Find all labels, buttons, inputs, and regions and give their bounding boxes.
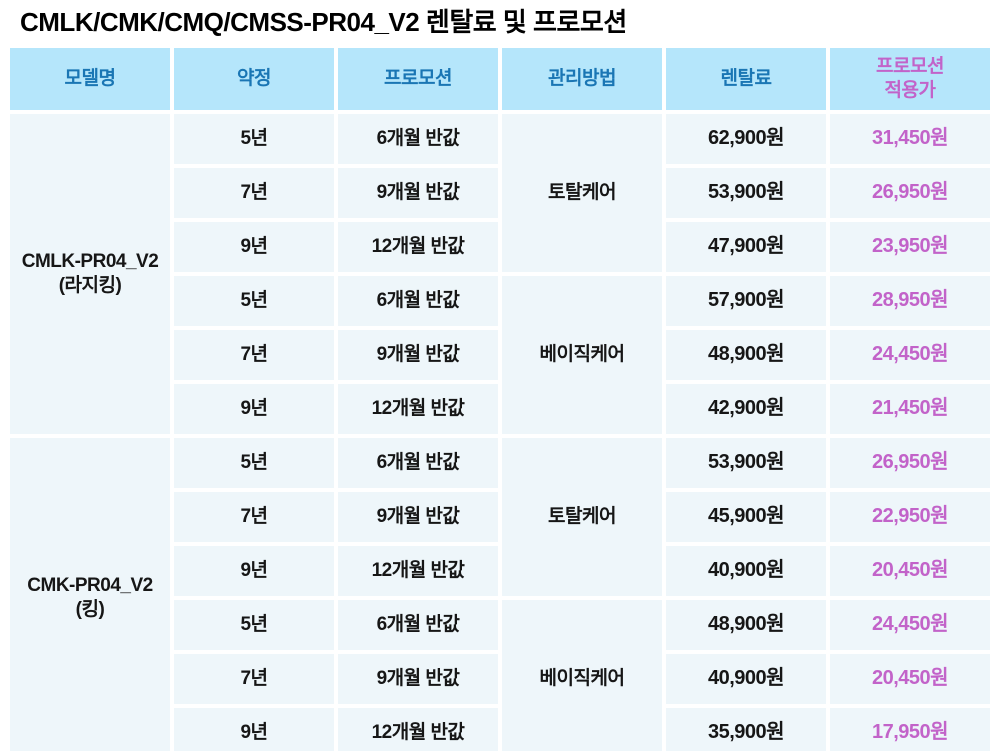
rental-fee-cell: 42,900원 <box>666 383 826 434</box>
column-header-promo-price-line: 프로모션 <box>876 56 944 78</box>
rental-table-header: 모델명 약정 프로모션 관리방법 렌탈료 프로모션 적용가 <box>10 47 990 110</box>
promo-price-cell: 21,450원 <box>830 383 990 434</box>
promo-cell: 6개월 반값 <box>338 437 498 488</box>
term-cell: 9년 <box>174 545 334 596</box>
promo-cell: 9개월 반값 <box>338 653 498 704</box>
promo-cell: 12개월 반값 <box>338 545 498 596</box>
model-name-line: CMLK-PR04_V2 <box>21 251 159 273</box>
column-header-care: 관리방법 <box>502 47 662 110</box>
promo-cell: 12개월 반값 <box>338 221 498 272</box>
care-cell: 토탈케어 <box>502 113 662 272</box>
promo-cell: 6개월 반값 <box>338 113 498 164</box>
promo-cell: 9개월 반값 <box>338 329 498 380</box>
promo-price-cell: 20,450원 <box>830 653 990 704</box>
promo-cell: 9개월 반값 <box>338 491 498 542</box>
care-cell: 토탈케어 <box>502 437 662 596</box>
term-cell: 5년 <box>174 113 334 164</box>
rental-fee-cell: 40,900원 <box>666 653 826 704</box>
promo-price-cell: 22,950원 <box>830 491 990 542</box>
rental-fee-cell: 48,900원 <box>666 329 826 380</box>
rental-fee-cell: 35,900원 <box>666 707 826 751</box>
rental-fee-cell: 53,900원 <box>666 167 826 218</box>
table-row: CMLK-PR04_V2 (라지킹) 5년 6개월 반값 토탈케어 62,900원 31,4… <box>10 113 990 434</box>
rental-fee-cell: 57,900원 <box>666 275 826 326</box>
page-title: CMLK/CMK/CMQ/CMSS-PR04_V2 렌탈료 및 프로모션 <box>20 7 627 37</box>
model-name-line: (라지킹) <box>58 274 122 296</box>
table-row: 7년 9개월 반값 45,900원 22,950원 <box>10 491 990 542</box>
term-cell: 9년 <box>174 707 334 751</box>
term-cell: 7년 <box>174 167 334 218</box>
promo-cell: 6개월 반값 <box>338 599 498 650</box>
promo-price-cell: 28,950원 <box>830 275 990 326</box>
model-name-line: (킹) <box>75 598 105 620</box>
table-row: 7년 9개월 반값 53,900원 26,950원 <box>10 167 990 218</box>
table-row: 9년 12개월 반값 42,900원 21,450원 <box>10 383 990 434</box>
column-header-term: 약정 <box>174 47 334 110</box>
model-cell: CMLK-PR04_V2 (라지킹) <box>10 113 170 434</box>
promo-price-cell: 17,950원 <box>830 707 990 751</box>
table-row: 9년 12개월 반값 40,900원 20,450원 <box>10 545 990 596</box>
promo-cell: 9개월 반값 <box>338 167 498 218</box>
column-header-term-line: 약정 <box>237 67 271 89</box>
rental-fee-cell: 40,900원 <box>666 545 826 596</box>
term-cell: 5년 <box>174 599 334 650</box>
model-name-line: CMK-PR04_V2 <box>27 575 153 597</box>
column-header-care-line: 관리방법 <box>548 67 616 89</box>
promo-price-cell: 20,450원 <box>830 545 990 596</box>
term-cell: 9년 <box>174 221 334 272</box>
rental-fee-cell: 62,900원 <box>666 113 826 164</box>
rental-fee-cell: 53,900원 <box>666 437 826 488</box>
promo-price-cell: 31,450원 <box>830 113 990 164</box>
term-cell: 7년 <box>174 653 334 704</box>
rental-fee-cell: 48,900원 <box>666 599 826 650</box>
column-header-promo-line: 프로모션 <box>384 67 452 89</box>
rental-table-body: CMLK-PR04_V2 (라지킹) 5년 6개월 반값 토탈케어 62,900원 31,4… <box>10 113 990 751</box>
term-cell: 7년 <box>174 329 334 380</box>
promo-price-cell: 26,950원 <box>830 167 990 218</box>
promo-price-cell: 24,450원 <box>830 329 990 380</box>
term-cell: 7년 <box>174 491 334 542</box>
term-cell: 5년 <box>174 275 334 326</box>
column-header-promo: 프로모션 <box>338 47 498 110</box>
table-row: 5년 6개월 반값 베이직케어 48,900원 24,450원 <box>10 599 990 751</box>
rental-fee-cell: 47,900원 <box>666 221 826 272</box>
table-row: 7년 9개월 반값 40,900원 20,450원 <box>10 653 990 704</box>
promo-cell: 12개월 반값 <box>338 383 498 434</box>
table-row: 9년 12개월 반값 47,900원 23,950원 <box>10 221 990 272</box>
header-row: 모델명 약정 프로모션 관리방법 렌탈료 프로모션 적용가 <box>10 47 990 110</box>
promo-price-cell: 24,450원 <box>830 599 990 650</box>
column-header-promo-price: 프로모션 적용가 <box>830 47 990 110</box>
table-row: CMK-PR04_V2 (킹) 5년 6개월 반값 토탈케어 53,900원 26,950원 <box>10 437 990 751</box>
table-row: 5년 6개월 반값 베이직케어 57,900원 28,950원 <box>10 275 990 434</box>
promo-cell: 6개월 반값 <box>338 275 498 326</box>
table-row: 7년 9개월 반값 48,900원 24,450원 <box>10 329 990 380</box>
table-row: 9년 12개월 반값 35,900원 17,950원 <box>10 707 990 751</box>
column-header-rental-fee-line: 렌탈료 <box>720 67 772 89</box>
term-cell: 9년 <box>174 383 334 434</box>
promo-cell: 12개월 반값 <box>338 707 498 751</box>
care-cell: 베이직케어 <box>502 275 662 434</box>
column-header-model: 모델명 <box>10 47 170 110</box>
care-cell: 베이직케어 <box>502 599 662 751</box>
model-cell: CMK-PR04_V2 (킹) <box>10 437 170 751</box>
rental-table: 모델명 약정 프로모션 관리방법 렌탈료 프로모션 적용가 CMLK-PR04_V2 (라지킹… <box>6 44 994 751</box>
term-cell: 5년 <box>174 437 334 488</box>
column-header-rental-fee: 렌탈료 <box>666 47 826 110</box>
column-header-model-line: 모델명 <box>64 67 116 89</box>
promo-price-cell: 23,950원 <box>830 221 990 272</box>
rental-fee-cell: 45,900원 <box>666 491 826 542</box>
column-header-promo-price-line: 적용가 <box>884 79 936 101</box>
promo-price-cell: 26,950원 <box>830 437 990 488</box>
